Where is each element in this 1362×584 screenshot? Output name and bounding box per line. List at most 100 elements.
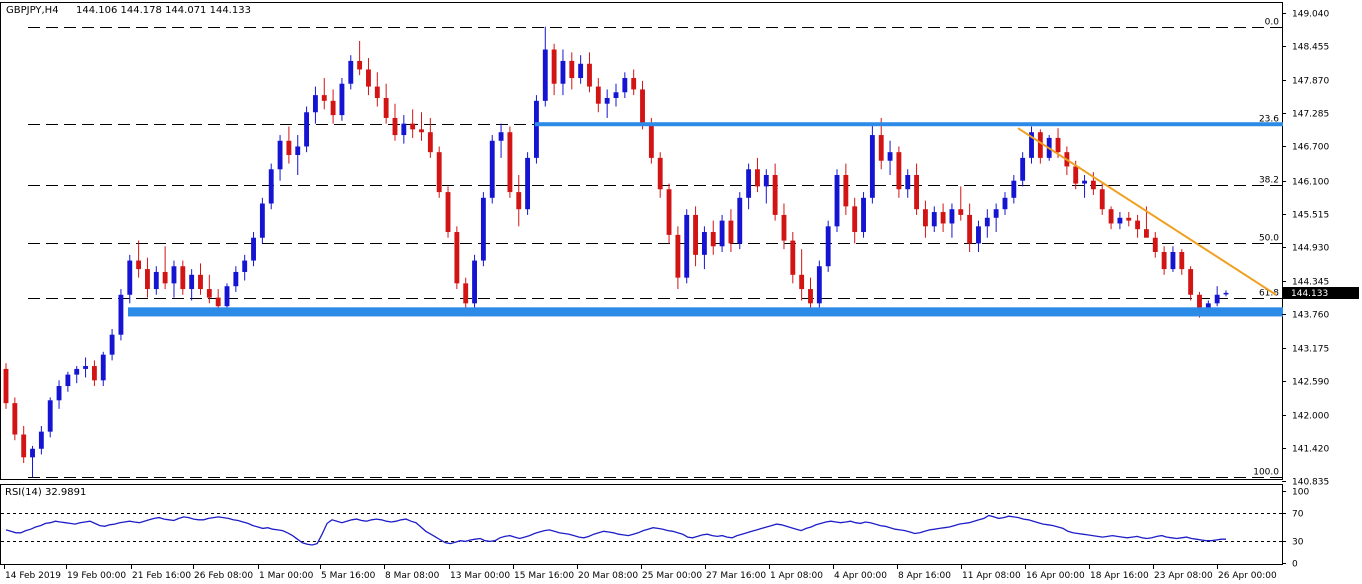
candle-body-130 (1152, 237, 1158, 252)
price-tick-label-14: 140.835 (1292, 478, 1329, 488)
candle-body-43 (383, 97, 389, 118)
candle-body-101 (896, 152, 902, 190)
candle-body-48 (427, 132, 433, 153)
candle-body-32 (286, 140, 292, 156)
candle-body-65 (578, 63, 584, 79)
candle-body-129 (1144, 229, 1149, 238)
candle-body-89 (790, 240, 796, 275)
candle-body-127 (1126, 217, 1132, 221)
time-tick-label-9: 20 Mar 08:00 (578, 571, 638, 581)
time-tick-label-19: 26 Apr 00:00 (1218, 571, 1277, 581)
drawn-objects (128, 122, 1283, 317)
candle-body-55 (489, 140, 495, 198)
time-tick-label-13: 4 Apr 00:00 (834, 571, 887, 581)
candle-body-108 (958, 209, 964, 215)
candle-body-45 (401, 123, 407, 136)
price-tick-label-13: 141.420 (1292, 445, 1329, 455)
candle-body-84 (746, 169, 752, 198)
candle-body-107 (949, 209, 955, 224)
candle-body-36 (321, 95, 327, 101)
candle-body-54 (480, 197, 486, 261)
fibonacci-levels: 0.0 23.6 38.2 50.0 61.8 100.0 (28, 18, 1282, 478)
rsi-levels (1, 513, 1282, 542)
price-tick-label-6: 145.515 (1292, 211, 1329, 221)
fib-label-0: 0.0 (1265, 18, 1280, 28)
candle-body-12 (109, 334, 115, 355)
fib-label-5: 100.0 (1253, 468, 1279, 478)
rsi-header: RSI(14) 32.9891 (5, 487, 86, 498)
downtrend-line (1017, 127, 1277, 296)
candle-body-30 (268, 169, 274, 204)
candle-body-0 (3, 368, 9, 404)
time-tick-label-1: 19 Feb 00:00 (67, 571, 126, 581)
candle-body-20 (180, 266, 186, 290)
fib-label-4: 61.8 (1259, 289, 1279, 299)
price-tick-label-7: 144.930 (1292, 244, 1329, 254)
candle-body-39 (348, 60, 354, 84)
candle-body-92 (816, 266, 822, 304)
candle-body-90 (799, 274, 805, 290)
candle-body-53 (472, 260, 477, 304)
candle-body-135 (1197, 294, 1202, 310)
candle-body-86 (763, 174, 769, 187)
candle-body-109 (967, 214, 973, 244)
candle-body-138 (1223, 292, 1229, 295)
candle-body-67 (595, 86, 601, 104)
fib-label-1: 23.6 (1259, 115, 1279, 125)
candle-body-119 (1055, 137, 1061, 153)
rsi-panel-frame (0, 484, 1283, 565)
time-tick-label-2: 21 Feb 16:00 (132, 571, 191, 581)
candle-body-41 (366, 69, 371, 87)
candle-body-80 (710, 232, 716, 247)
rsi-line (5, 514, 1226, 546)
candle-body-7 (65, 374, 71, 387)
candle-body-88 (781, 214, 787, 241)
candle-body-46 (410, 123, 416, 130)
price-tick-label-5: 146.100 (1292, 178, 1329, 188)
current-price-tag: 144.133 (1291, 289, 1328, 299)
candle-body-17 (153, 271, 159, 290)
candle-body-73 (648, 123, 654, 158)
time-tick-label-12: 1 Apr 08:00 (770, 571, 823, 581)
candle-body-85 (755, 169, 760, 187)
candle-body-51 (454, 232, 460, 284)
candle-body-56 (498, 132, 504, 141)
candle-body-112 (993, 209, 999, 218)
time-tick-label-14: 8 Apr 16:00 (898, 571, 951, 581)
price-tick-label-8: 144.345 (1292, 278, 1329, 288)
price-tick-label-2: 147.870 (1292, 77, 1329, 87)
candle-body-94 (834, 174, 840, 227)
candle-body-38 (339, 83, 345, 116)
candle-body-9 (83, 366, 88, 369)
candle-body-31 (277, 140, 283, 170)
candle-body-132 (1170, 251, 1176, 270)
candle-body-117 (1037, 132, 1043, 158)
candle-body-124 (1099, 189, 1105, 210)
price-tick-label-3: 147.285 (1292, 110, 1329, 120)
candle-body-125 (1108, 209, 1114, 224)
candle-body-111 (984, 217, 990, 227)
candle-body-42 (374, 86, 380, 98)
candle-body-28 (251, 237, 256, 261)
candle-body-18 (162, 271, 168, 284)
candle-body-50 (445, 192, 451, 233)
candle-body-128 (1135, 220, 1141, 230)
candle-body-122 (1082, 180, 1087, 184)
candle-body-121 (1073, 166, 1079, 184)
candle-body-110 (976, 226, 981, 244)
candle-body-16 (145, 269, 150, 290)
candle-body-136 (1205, 303, 1211, 310)
current-price-tag-bg (1283, 287, 1359, 299)
candlesticks (3, 26, 1229, 478)
candle-body-82 (728, 220, 734, 244)
candle-body-114 (1011, 180, 1017, 198)
candle-body-99 (878, 135, 884, 161)
time-tick-label-4: 1 Mar 00:00 (259, 571, 314, 581)
candle-body-40 (357, 60, 363, 70)
candle-body-70 (622, 78, 628, 93)
fib-label-2: 38.2 (1259, 176, 1279, 186)
candle-body-8 (74, 368, 80, 375)
candle-body-47 (419, 129, 424, 133)
candle-body-61 (542, 49, 548, 101)
candle-body-59 (525, 157, 531, 210)
